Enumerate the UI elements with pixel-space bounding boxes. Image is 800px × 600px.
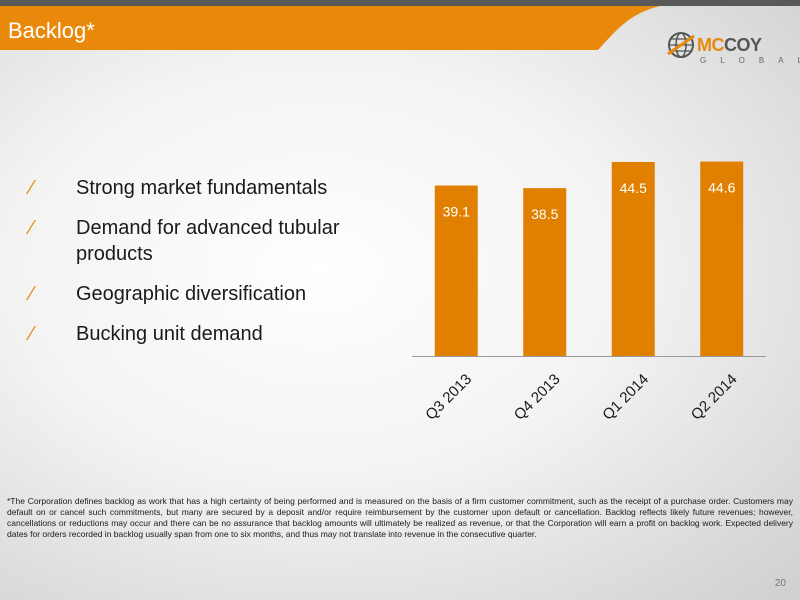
logo-wordmark-part1: MC — [697, 35, 725, 55]
footnote: *The Corporation defines backlog as work… — [7, 496, 793, 539]
data-label: 38.5 — [531, 206, 558, 222]
x-tick-label: Q4 2013 — [511, 371, 564, 424]
x-tick-label: Q1 2014 — [599, 371, 652, 424]
bullet-item: ⁄ Geographic diversification — [30, 281, 375, 307]
logo-wordmark: MCCOY — [697, 35, 762, 56]
globe-icon — [667, 32, 695, 58]
bullet-text: Strong market fundamentals — [76, 177, 328, 199]
bar-q1-2014 — [611, 161, 655, 356]
bar-q4-2013 — [523, 188, 567, 356]
bullet-marker-icon: ⁄ — [30, 323, 34, 345]
bullet-list: ⁄ Strong market fundamentals ⁄ Demand fo… — [30, 175, 375, 361]
data-label: 44.5 — [620, 180, 647, 196]
bullet-marker-icon: ⁄ — [30, 217, 34, 239]
x-tick-label: Q2 2014 — [688, 371, 741, 424]
bullet-marker-icon: ⁄ — [30, 283, 34, 305]
x-tick-label: Q3 2013 — [422, 371, 475, 424]
backlog-bar-chart: 39.1 Q3 2013 38.5 Q4 2013 44.5 Q1 2014 44.6 Q2 … — [412, 161, 766, 424]
bullet-marker-icon: ⁄ — [30, 177, 34, 199]
page-number: 20 — [774, 578, 786, 589]
logo-subtitle: GLOBAL — [700, 56, 800, 65]
bullet-text: Demand for advanced tubular products — [76, 217, 340, 265]
bar-q3-2013 — [434, 185, 478, 356]
bullet-item: ⁄ Bucking unit demand — [30, 321, 375, 347]
bullet-item: ⁄ Strong market fundamentals — [30, 175, 375, 201]
top-bar — [0, 0, 800, 6]
data-label: 44.6 — [708, 180, 735, 196]
bullet-item: ⁄ Demand for advanced tubular products — [30, 215, 375, 267]
logo-wordmark-part2: COY — [724, 35, 762, 55]
bar-q2-2014 — [700, 161, 744, 356]
bullet-text: Geographic diversification — [76, 283, 307, 305]
slide-title: Backlog* — [8, 18, 95, 43]
data-label: 39.1 — [443, 204, 470, 220]
bullet-text: Bucking unit demand — [76, 323, 263, 345]
title-banner — [0, 6, 660, 50]
